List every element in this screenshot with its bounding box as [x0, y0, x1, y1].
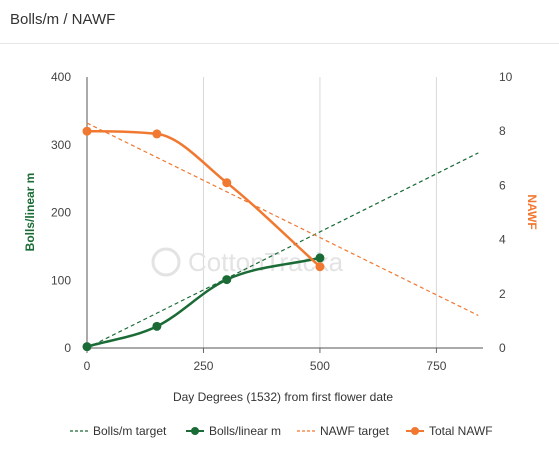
bolls-linear-m-point: [152, 321, 162, 331]
x-tick-label: 750: [426, 359, 446, 373]
bolls-linear-m-point: [82, 342, 92, 352]
legend: Bolls/m target Bolls/linear m NAWF target T…: [70, 424, 493, 438]
bolls-linear-m-point: [315, 253, 325, 263]
x-tick-label: 500: [310, 359, 330, 373]
y-left-tick-label: 400: [51, 70, 71, 84]
y-left-tick-label: 0: [64, 341, 71, 355]
total-nawf-line: [86, 129, 321, 268]
legend-label: Bolls/m target: [93, 424, 167, 438]
y-right-tick-label: 6: [499, 178, 506, 192]
bolls-linear-m-line: [86, 256, 321, 348]
legend-label: Bolls/linear m: [209, 424, 281, 438]
y-left-tick-label: 200: [51, 206, 71, 220]
grid-layer: [202, 77, 437, 348]
panel-title: Bolls/m / NAWF: [10, 11, 116, 28]
total-nawf-point: [222, 178, 232, 188]
axes-layer: 0 250 500 750 0 100 200 300 400 0 2 4 6 8 10: [51, 70, 513, 373]
y-axis-left-title: Bolls/linear m: [23, 173, 37, 252]
y-right-tick-label: 0: [499, 341, 506, 355]
legend-label: Total NAWF: [429, 424, 493, 438]
legend-item: Bolls/m target: [70, 424, 167, 438]
watermark-logo-icon: [151, 247, 181, 277]
legend-item: Total NAWF: [406, 424, 493, 438]
y-right-tick-label: 10: [499, 70, 513, 84]
x-tick-label: 0: [84, 359, 91, 373]
total-nawf-point: [82, 126, 92, 136]
legend-label: NAWF target: [320, 424, 390, 438]
panel-header: Bolls/m / NAWF: [0, 0, 559, 44]
bolls-linear-m-point: [222, 275, 232, 285]
x-tick-label: 250: [193, 359, 213, 373]
y-right-tick-label: 2: [499, 287, 506, 301]
watermark-text: CottonTracka: [188, 247, 344, 277]
legend-marker: [411, 427, 419, 435]
total-nawf-point: [152, 129, 162, 139]
bolls-m-target-line: [86, 152, 479, 349]
legend-item: Bolls/linear m: [186, 424, 281, 438]
legend-marker: [191, 427, 199, 435]
nawf-target-line: [86, 122, 479, 317]
series-layer: [82, 122, 479, 352]
watermark: CottonTracka: [151, 247, 344, 277]
x-axis-title: Day Degrees (1532) from first flower dat…: [173, 390, 393, 404]
total-nawf-point: [315, 262, 325, 272]
y-left-tick-label: 100: [51, 273, 71, 287]
y-right-tick-label: 8: [499, 124, 506, 138]
y-axis-right-title: NAWF: [525, 194, 539, 229]
legend-item: NAWF target: [297, 424, 390, 438]
y-right-tick-label: 4: [499, 233, 506, 247]
y-left-tick-label: 300: [51, 138, 71, 152]
